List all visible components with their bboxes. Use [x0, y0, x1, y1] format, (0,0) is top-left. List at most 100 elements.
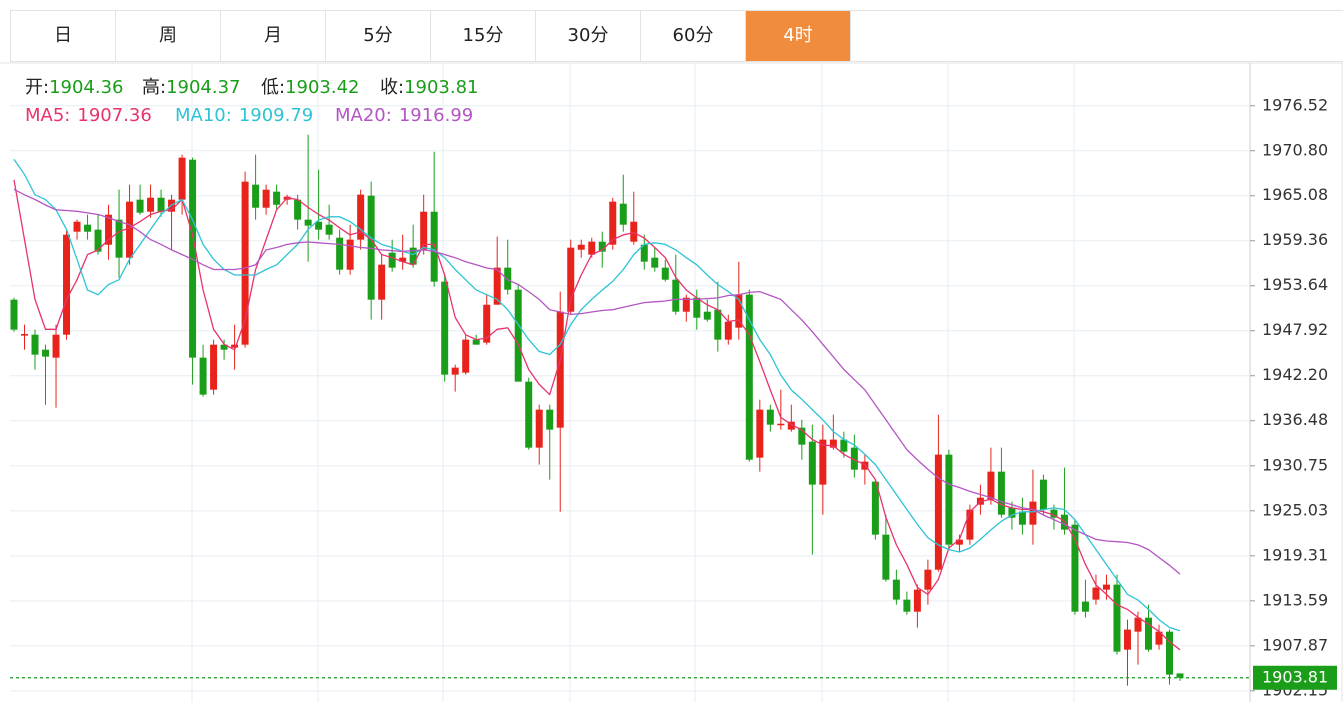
candle-body [1155, 631, 1163, 645]
ma-line [13, 179, 1181, 651]
candle-body [1134, 617, 1142, 632]
candle-body [567, 247, 575, 312]
candle-body [997, 471, 1005, 515]
candle-body [420, 211, 428, 250]
ohlc-legend: 开:1904.36 [25, 77, 124, 98]
candle-body [903, 599, 911, 612]
candle-body [598, 241, 606, 252]
candle-body [472, 339, 480, 345]
candle-body [556, 311, 564, 428]
candle-body [157, 197, 165, 212]
candle-body [178, 157, 186, 200]
candle-body [220, 344, 228, 350]
candle-body [1176, 673, 1184, 678]
ohlc-legend-value: 1903.42 [285, 77, 359, 98]
candle-body [661, 267, 669, 280]
candle-body [1029, 501, 1037, 525]
candle-body [126, 201, 134, 258]
candle-body [808, 441, 816, 485]
candle-body [84, 224, 92, 232]
candle-body [388, 252, 396, 268]
period-tab[interactable]: 30分 [536, 11, 641, 61]
candle-body [252, 184, 260, 208]
candle-body [1113, 584, 1121, 652]
candle-body [514, 289, 522, 382]
candle-body [735, 294, 743, 328]
ma-legend-value: 1907.36 [77, 105, 151, 126]
candle-body [199, 357, 207, 395]
ohlc-legend-label: 开: [25, 77, 49, 98]
period-tab[interactable]: 月 [221, 11, 326, 61]
candle-body [346, 239, 354, 270]
candle-body [294, 199, 302, 220]
period-tab[interactable]: 60分 [641, 11, 746, 61]
y-tick-label: 1965.08 [1262, 185, 1328, 204]
y-tick-label: 1976.52 [1262, 95, 1328, 114]
candle-body [504, 267, 512, 290]
period-tab[interactable]: 15分 [431, 11, 536, 61]
candle-body [966, 509, 974, 540]
y-tick-label: 1907.87 [1262, 635, 1328, 654]
y-tick-label: 1942.20 [1262, 365, 1328, 384]
candle-body [483, 304, 491, 343]
period-tab[interactable]: 日 [11, 11, 116, 61]
period-tab[interactable]: 4时 [746, 11, 851, 61]
candle-body [1039, 479, 1047, 510]
candle-body [31, 334, 39, 355]
ohlc-legend-value: 1904.36 [49, 77, 123, 98]
candle-body [136, 199, 144, 213]
candle-body [409, 247, 417, 265]
candle-body [115, 219, 123, 258]
candle-body [231, 344, 239, 348]
candle-body [850, 447, 858, 470]
ma-legend: MA20: 1916.99 [335, 105, 473, 126]
candle-body [1092, 587, 1100, 600]
candle-body [42, 349, 50, 357]
candle-body [147, 197, 155, 212]
candle-body [609, 201, 617, 245]
candle-body [493, 267, 501, 305]
period-tab[interactable]: 周 [116, 11, 221, 61]
ma-legend-value: 1916.99 [399, 105, 473, 126]
candle-body [777, 423, 785, 426]
candle-body [546, 409, 554, 430]
ma-legend-name: MA20: [335, 105, 392, 126]
candle-body [430, 211, 438, 282]
ohlc-legend: 低:1903.42 [261, 77, 360, 98]
candle-body [1081, 601, 1089, 612]
y-tick-label: 1947.92 [1262, 320, 1328, 339]
ma-legend-name: MA10: [175, 105, 232, 126]
candle-body [10, 299, 18, 330]
candle-body [525, 381, 533, 448]
candle-body [840, 439, 848, 452]
candle-body [934, 454, 942, 570]
candle-body [262, 189, 270, 208]
period-tab[interactable]: 5分 [326, 11, 431, 61]
candle-body [924, 569, 932, 590]
ohlc-legend: 收:1903.81 [380, 77, 479, 98]
ma-line [13, 159, 1181, 632]
candle-body [693, 297, 701, 318]
candle-body [462, 339, 470, 373]
ohlc-legend-value: 1903.81 [404, 77, 478, 98]
candle-body [357, 194, 365, 240]
ohlc-legend-label: 收: [380, 77, 404, 98]
ohlc-legend-value: 1904.37 [166, 77, 240, 98]
ohlc-legend-label: 低: [261, 77, 285, 98]
candle-body [672, 279, 680, 312]
candle-body [892, 579, 900, 600]
candle-body [945, 454, 953, 545]
candle-body [577, 244, 585, 250]
candle-body [714, 309, 722, 340]
candle-body [588, 241, 596, 255]
y-tick-label: 1913.59 [1262, 590, 1328, 609]
candle-body [619, 203, 627, 225]
candle-body [325, 224, 333, 235]
y-tick-label: 1930.75 [1262, 455, 1328, 474]
candle-body [1144, 617, 1152, 650]
candle-body [21, 334, 29, 336]
y-tick-label: 1953.64 [1262, 275, 1328, 294]
candle-body [315, 221, 323, 230]
